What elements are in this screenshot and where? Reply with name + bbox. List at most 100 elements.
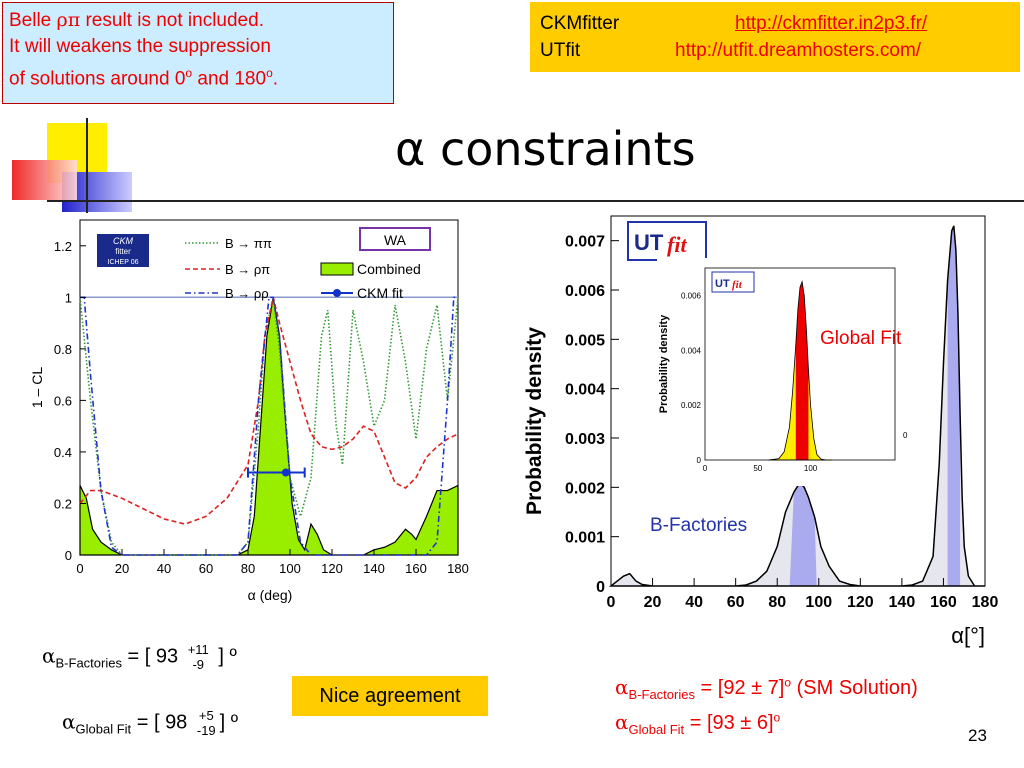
utfit-ytick-label: 0.006: [565, 283, 605, 300]
utfit-ytick-label: 0.001: [565, 530, 605, 547]
links-box: CKMfitter http://ckmfitter.in2p3.fr/ UTf…: [530, 2, 1020, 72]
inset-ylabel: Probability density: [658, 314, 670, 413]
wa-label: WA: [384, 232, 407, 248]
utfit-ticks: 0 20 40 60 80 100 120 140 160 180 0 0.001 0.002 0.003…: [523, 234, 998, 648]
ckmfitter-logo: [97, 234, 149, 267]
utfit-logo-ut: UT: [634, 230, 664, 255]
utfit-ytick-label: 0.004: [565, 382, 605, 399]
inset-xtick-label: 100: [804, 464, 818, 473]
deco-red-square: [12, 160, 77, 200]
ckmfitter-logo-line2: fitter: [115, 247, 131, 256]
utfit-inset-chart: 0 50 100 0 0.002 0.004 0.006 0 Probability densi…: [657, 258, 909, 486]
inset-logo-ut: UT: [715, 278, 730, 290]
ckmfitter-xtick-label: 80: [241, 561, 255, 576]
inset-logo: [711, 271, 755, 293]
inset-ytick-label: 0.004: [681, 346, 702, 355]
utfit-xtick-label: 40: [685, 594, 703, 611]
annotation-global-fit: Global Fit: [820, 328, 902, 349]
inset-right-tick: 0: [903, 431, 908, 440]
ckmfitter-logo-line1: CKM: [113, 236, 134, 246]
ckmfitter-xtick-label: 0: [76, 561, 83, 576]
utfit-logo-fit: fit: [667, 232, 687, 257]
ckmfitter-ytick-label: 1: [65, 290, 72, 305]
legend-label-2: B → ρπ: [225, 262, 270, 277]
ckmfitter-xtick-label: 120: [321, 561, 343, 576]
ckmfitter-ytick-label: 0.4: [54, 445, 72, 460]
inset-ytick-label: 0.002: [681, 401, 702, 410]
ckmfitter-xtick-label: 160: [405, 561, 427, 576]
ckmfitter-chart: 0 20 40 60 80 100 120 140 160 180 0 0.2 0.4 0.6 0.8 1 1.…: [30, 219, 469, 603]
ckmfitter-ticks: 0 20 40 60 80 100 120 140 160 180 0 0.2 0.4 0.6 0.8 1 1.…: [30, 239, 469, 603]
inset-xtick-label: 0: [703, 464, 708, 473]
note-line-1: Belle ρπ result is not included.: [9, 9, 264, 31]
ckmfitter-series: [79, 296, 459, 556]
inset-series-global-core: [795, 281, 809, 460]
legend-swatch-ckmfit-point: [333, 289, 341, 297]
inset-xtick-label: 50: [753, 464, 762, 473]
utfit-xtick-label: 60: [727, 594, 745, 611]
utfit-series-bfactories-core-2: [947, 225, 961, 586]
utfit-xtick-label: 180: [972, 594, 999, 611]
ckmfitter-xtick-label: 100: [279, 561, 301, 576]
inset-background: [657, 258, 909, 486]
ckmfitter-xtick-label: 140: [363, 561, 385, 576]
utfit-xtick-label: 20: [644, 594, 662, 611]
ckmfitter-xlabel: α (deg): [248, 587, 293, 603]
formula-global-left: αGlobal Fit = [ 98 +5 -19] º: [62, 708, 239, 738]
legend-label-combined: Combined: [357, 261, 421, 277]
utfit-xlabel: α[°]: [951, 623, 985, 648]
legend-swatch-combined: [320, 262, 354, 276]
note-box: Belle ρπ result is not included. It will…: [2, 2, 394, 104]
utfit-xtick-label: 140: [889, 594, 916, 611]
utfit-label: UTfit: [540, 40, 581, 61]
ckmfitter-ylabel: 1 – CL: [30, 367, 45, 408]
utfit-ylabel: Probability density: [523, 327, 546, 515]
legend-label-ckmfit: CKM fit: [357, 285, 403, 301]
inset-ytick-label: 0: [697, 456, 702, 465]
formula-bfactories-right: αB-Factories = [92 ± 7]o (SM Solution): [615, 675, 918, 702]
formula-bfactories-left: αB-Factories = [ 93 +11 -9 ] º: [42, 642, 237, 672]
formula-global-right: αGlobal Fit = [93 ± 6]o: [615, 710, 781, 737]
inset-frame: [704, 267, 896, 461]
ckmfitter-series-3: [80, 296, 458, 556]
deco-vline: [86, 118, 88, 213]
annotation-bfactories: B-Factories: [650, 515, 747, 536]
utfit-xtick-label: 160: [930, 594, 957, 611]
inset-ytick-label: 0.006: [681, 291, 702, 300]
inset-logo-fit: fit: [732, 279, 743, 291]
utfit-xtick-label: 0: [607, 594, 616, 611]
utfit-ytick-label: 0.007: [565, 234, 605, 251]
wa-box: [359, 227, 431, 251]
utfit-xtick-label: 80: [768, 594, 786, 611]
ckmfitter-xtick-label: 20: [115, 561, 129, 576]
ckmfitter-ytick-label: 0.6: [54, 393, 72, 408]
ckmfitter-ytick-label: 0: [65, 548, 72, 563]
ckmfitter-ytick-label: 0.8: [54, 342, 72, 357]
utfit-series: [608, 225, 985, 587]
inset-series-global-outline: [768, 280, 832, 461]
ckmfitter-xtick-label: 60: [199, 561, 213, 576]
page-number: 23: [968, 726, 987, 745]
nice-agreement-badge: Nice agreement: [292, 676, 488, 716]
ckmfitter-series-2: [79, 297, 459, 525]
ckmfitter-xtick-label: 180: [447, 561, 469, 576]
ckmfitter-link[interactable]: http://ckmfitter.in2p3.fr/: [735, 13, 928, 34]
ckmfitter-ytick-label: 0.2: [54, 496, 72, 511]
note-line-3: of solutions around 0o and 180o.: [9, 66, 279, 90]
ckmfitter-ytick-label: 1.2: [54, 239, 72, 254]
utfit-chart: UT fit 0 20 40 60 80 100 120 140 160 18000.0010.00…: [523, 215, 998, 648]
utfit-xtick-label: 120: [847, 594, 874, 611]
utfit-ytick-label: 0.002: [565, 480, 605, 497]
utfit-series-bfactories-core-1: [789, 482, 817, 586]
note-line-2: It will weakens the suppression: [9, 36, 271, 57]
legend-label-3: B → ρρ: [225, 286, 269, 301]
ckmfitter-logo-line3: ICHEP 06: [108, 259, 139, 266]
utfit-ytick-label: 0: [596, 579, 605, 596]
utfit-xtick-label: 100: [805, 594, 832, 611]
ckmfitter-xtick-label: 40: [157, 561, 171, 576]
legend-label-1: B → ππ: [225, 236, 272, 251]
utfit-ytick-label: 0.003: [565, 431, 605, 448]
utfit-ytick-label: 0.005: [565, 332, 605, 349]
ckmfitter-fit-point: [281, 468, 290, 477]
utfit-annotations: Global Fit B-Factories: [650, 328, 902, 536]
